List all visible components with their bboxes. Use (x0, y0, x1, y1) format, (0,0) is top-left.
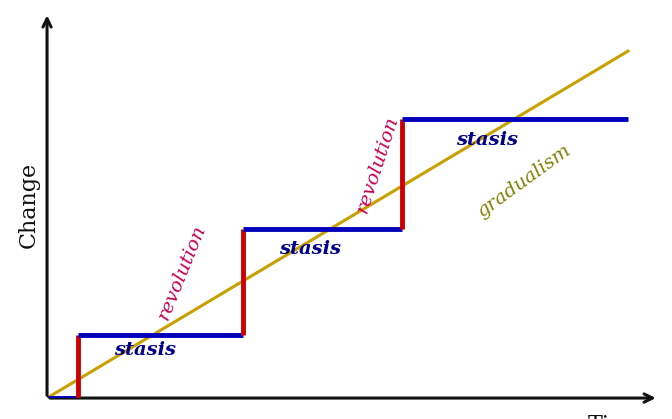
Text: revolution: revolution (353, 114, 401, 215)
Text: stasis: stasis (456, 131, 518, 149)
Text: Time: Time (588, 414, 644, 419)
Text: gradualism: gradualism (474, 141, 575, 221)
Text: Change: Change (17, 162, 40, 248)
Text: stasis: stasis (279, 240, 341, 258)
Text: revolution: revolution (155, 222, 209, 323)
Text: stasis: stasis (114, 341, 176, 359)
